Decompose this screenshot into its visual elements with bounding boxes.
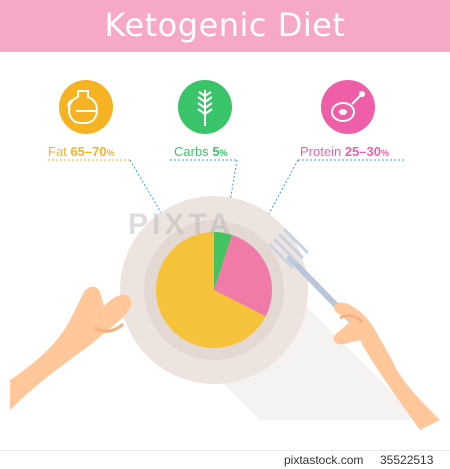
watermark: PIXTA [128,208,235,241]
footer-image-number: 35522513 [380,453,434,467]
carbs-name: Carbs [174,144,209,159]
ham-icon [321,80,375,134]
pie-slice-carbs [214,232,232,290]
wheat-icon [178,80,232,134]
carbs-unit: % [219,148,228,158]
title-banner [0,0,450,52]
protein-label: Protein 25–30% [300,144,389,159]
fat-label: Fat 65–70% [48,144,115,159]
carbs-range: 5 [212,144,220,159]
carbs-label: Carbs 5% [174,144,228,159]
pie-slice-fat [156,232,266,349]
pie-slice-protein [214,234,272,317]
left-hand [10,286,132,410]
macro-pie-chart [156,232,272,349]
protein-name: Protein [300,144,342,159]
footer-bar [0,450,450,469]
fat-range: 65–70 [70,144,107,159]
page-title: Ketogenic Diet [104,6,346,44]
protein-unit: % [380,148,389,158]
protein-range: 25–30 [344,144,381,159]
fat-name: Fat [48,144,67,159]
right-hand [333,302,440,430]
footer-site: pixtastock.com [284,453,364,467]
oil-jug-icon [59,80,113,134]
fat-unit: % [106,148,115,158]
